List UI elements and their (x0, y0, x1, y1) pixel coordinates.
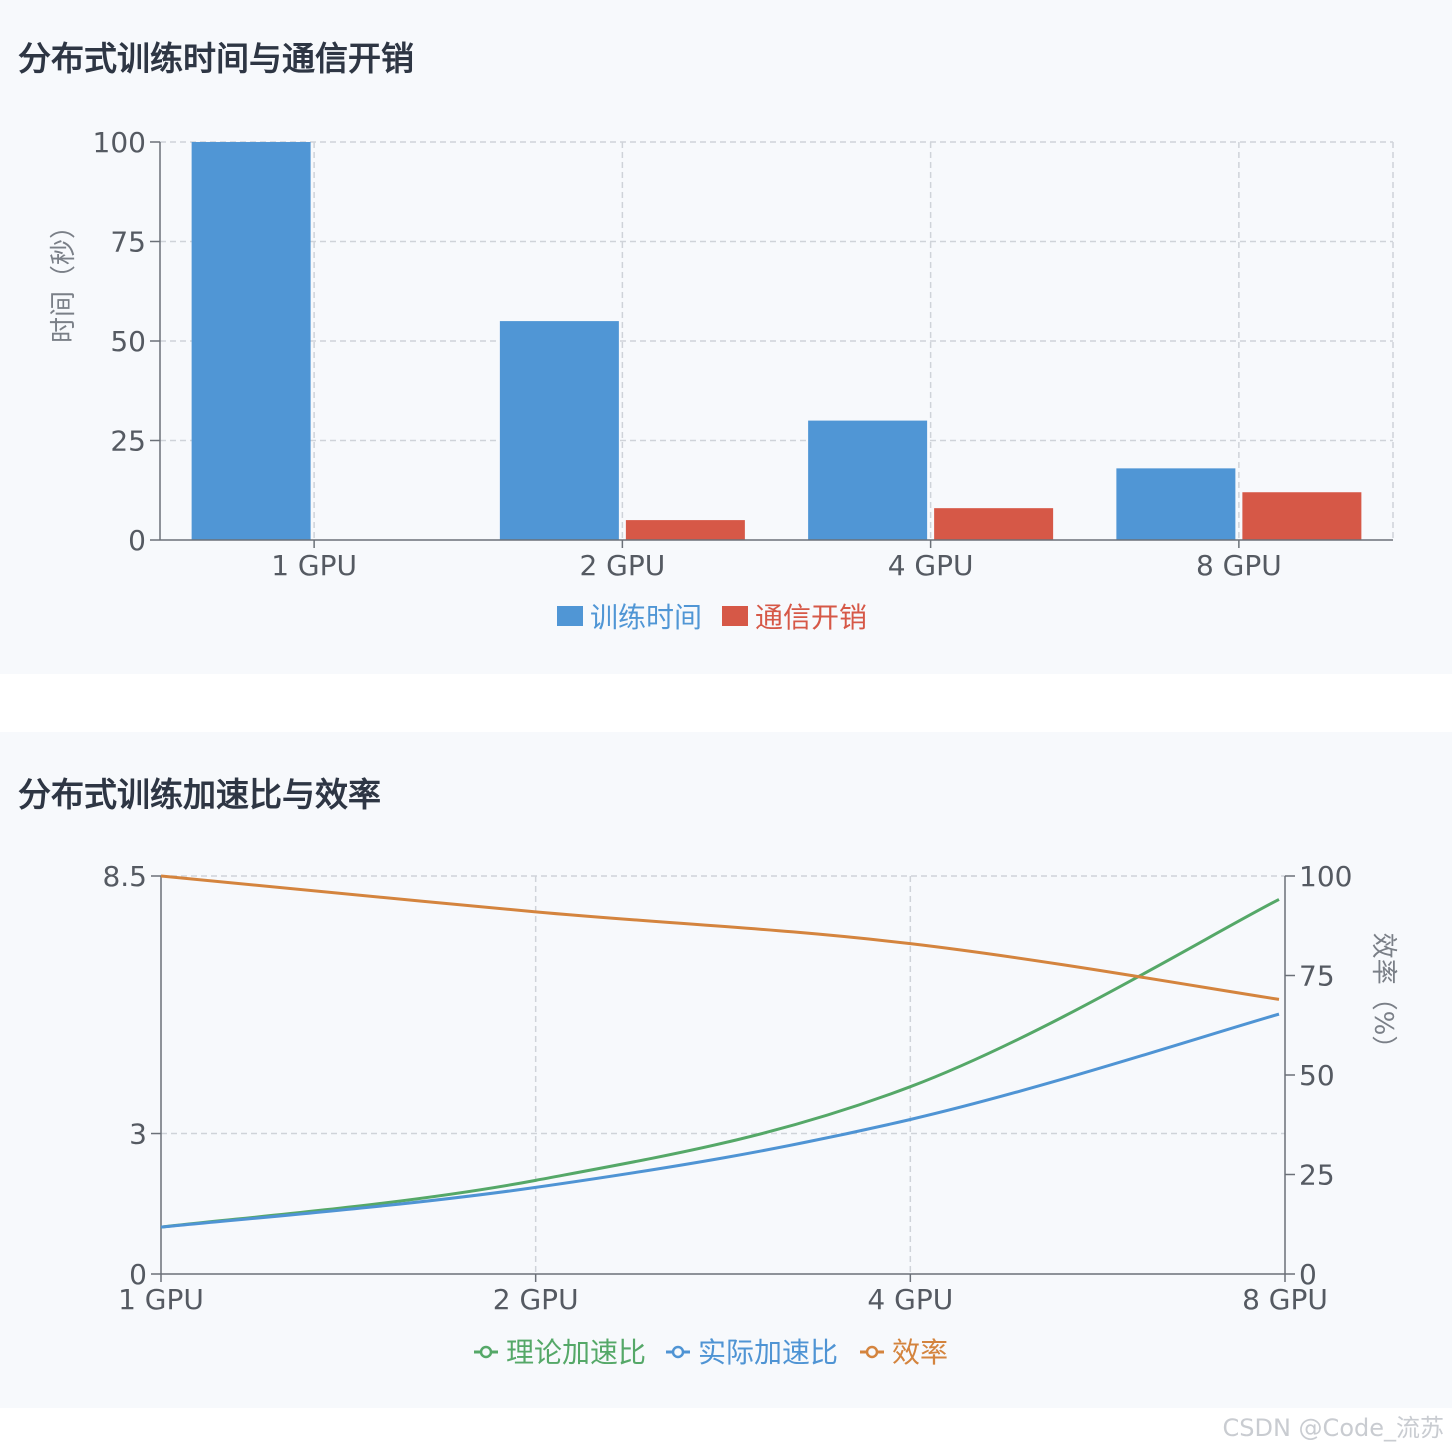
bar (808, 420, 928, 540)
y-right-tick-label: 75 (1299, 960, 1335, 993)
x-tick-label: 1 GPU (271, 549, 357, 582)
speedup-chart-card: 分布式训练加速比与效率 0 3 8.5 0 25 50 75 100 1 GPU 2 GPU 4 G… (0, 732, 1452, 1408)
x-tick-label: 1 GPU (118, 1283, 204, 1316)
bar (1116, 468, 1236, 540)
bar (499, 321, 619, 540)
legend-label: 理论加速比 (506, 1336, 646, 1369)
legend-label: 通信开销 (755, 601, 867, 634)
y-tick-label: 0 (128, 524, 146, 557)
bar (1242, 492, 1362, 540)
legend-swatch (722, 606, 748, 626)
y-tick-label: 0 (129, 1258, 147, 1291)
time-chart-card: 分布式训练时间与通信开销 0 25 50 75 100 1 GPU 2 GPU 4 GPU 8 … (0, 0, 1452, 674)
bar (934, 508, 1054, 540)
time-chart: 0 25 50 75 100 1 GPU 2 GPU 4 GPU 8 GPU 时间（秒） 训练时间 通… (49, 126, 1394, 634)
series-line (160, 898, 1280, 1229)
legend-marker (865, 1345, 879, 1359)
x-tick-label: 4 GPU (888, 549, 974, 582)
x-tick-label: 8 GPU (1196, 549, 1282, 582)
y-tick-label: 75 (110, 226, 146, 259)
bar (191, 142, 311, 540)
legend-swatch (557, 606, 583, 626)
x-tick-label: 2 GPU (493, 1283, 579, 1316)
legend-marker (479, 1345, 493, 1359)
legend-label: 训练时间 (590, 601, 702, 634)
series-line (160, 1012, 1280, 1229)
y-right-tick-label: 0 (1299, 1258, 1317, 1291)
y-tick-label: 25 (110, 425, 146, 458)
x-tick-label: 2 GPU (579, 549, 665, 582)
speedup-chart: 0 3 8.5 0 25 50 75 100 1 GPU 2 GPU 4 GPU 8 GPU 效率（%）… (102, 860, 1398, 1369)
y-tick-label: 50 (110, 325, 146, 358)
y-right-tick-label: 100 (1299, 860, 1352, 893)
y-tick-label: 3 (129, 1118, 147, 1151)
x-tick-label: 8 GPU (1242, 1283, 1328, 1316)
legend-marker (671, 1345, 685, 1359)
series-line (160, 874, 1280, 1001)
x-tick-label: 4 GPU (867, 1283, 953, 1316)
y-right-tick-label: 25 (1299, 1159, 1335, 1192)
y-right-tick-label: 50 (1299, 1059, 1335, 1092)
chart-title: 分布式训练加速比与效率 (18, 775, 381, 814)
y-right-axis-title: 效率（%） (1368, 933, 1398, 1062)
y-axis-title: 时间（秒） (49, 213, 79, 343)
legend-label: 实际加速比 (698, 1336, 838, 1369)
y-tick-label: 8.5 (102, 860, 147, 893)
watermark: CSDN @Code_流苏 (1222, 1414, 1445, 1442)
legend-label: 效率 (892, 1336, 948, 1369)
bar (625, 520, 745, 540)
chart-title: 分布式训练时间与通信开销 (18, 39, 414, 78)
y-tick-label: 100 (93, 126, 146, 159)
